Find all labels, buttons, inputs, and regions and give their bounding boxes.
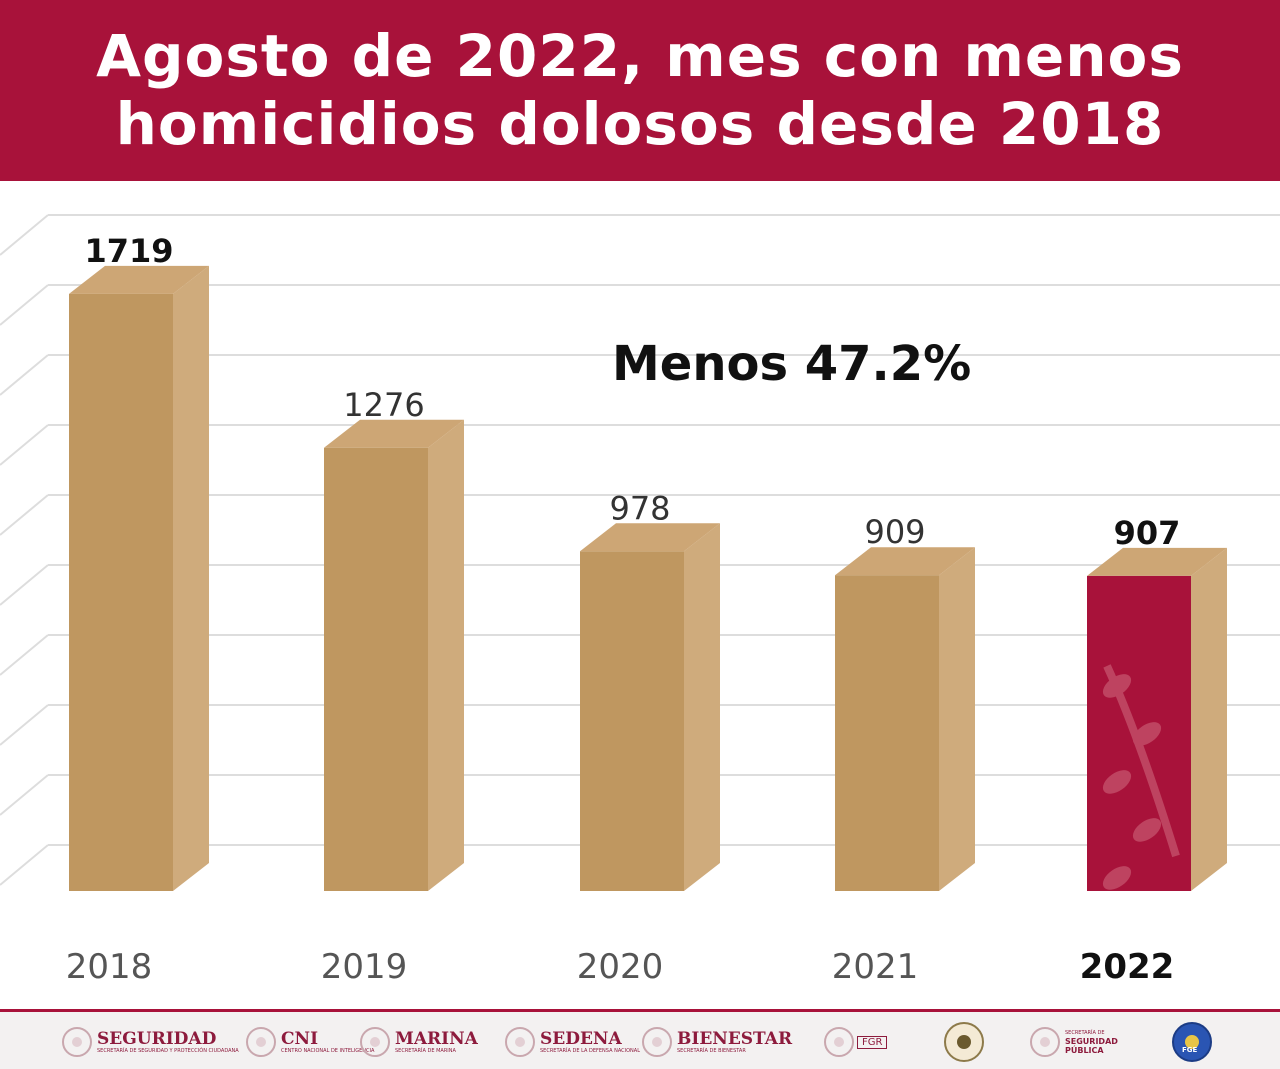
bar-top-2020 [580,523,720,552]
bar-2021 [835,575,939,891]
logo-fge-name: FGE [1182,1045,1198,1054]
leaf-icon [1102,866,1132,890]
bar-top-2022 [1087,547,1227,576]
logo-marina-name: MARINA [395,1028,478,1049]
logo-sedena-sub: SECRETARÍA DE LA DEFENSA NACIONAL [540,1047,640,1054]
seal-icon [1030,1027,1060,1057]
value-label-2019: 1276 [343,386,424,424]
seal-icon [642,1027,672,1057]
value-label-2022: 907 [1114,514,1181,552]
logo-fgr: FGR [824,1022,888,1062]
bar-2022 [1087,575,1191,891]
logo-seguridad-name: SEGURIDAD [97,1028,217,1049]
bar-side-2018 [173,265,209,892]
bar-side-2019 [428,419,464,891]
seal-icon [62,1027,92,1057]
value-label-2018: 1719 [84,232,173,270]
header-banner: Agosto de 2022, mes con menos homicidios… [0,0,1280,181]
leaf-motif-icon [1102,664,1180,890]
bar-side-2020 [684,523,720,891]
logo-seguridad: SEGURIDAD SECRETARÍA DE SEGURIDAD Y PROTE… [62,1022,239,1062]
logo-marina: MARINA SECRETARÍA DE MARINA [360,1022,478,1062]
gridline-wall [0,704,49,746]
gridline-wall [0,564,49,606]
eagle-seal-icon [944,1022,984,1062]
logo-seguridad-sub: SECRETARÍA DE SEGURIDAD Y PROTECCIÓN CIU… [97,1047,239,1054]
title-line-2: homicidios dolosos desde 2018 [115,90,1165,158]
category-label-2020: 2020 [577,947,664,987]
category-label-2022: 2022 [1080,947,1175,987]
logo-sedena-name: SEDENA [540,1028,622,1049]
reduction-annotation: Menos 47.2% [612,336,972,392]
logo-sedena: SEDENA SECRETARÍA DE LA DEFENSA NACIONAL [505,1022,640,1062]
gridline-wall [0,214,49,256]
logo-eagle-seal [944,1022,984,1062]
leaf-icon [1132,722,1162,746]
fge-shield-icon [1172,1022,1212,1062]
chart-labels: 1719 2018 1276 2019 978 2020 909 2021 907 2022 [66,232,1181,987]
chart-bars [69,265,1227,892]
gridline-wall [0,354,49,396]
seal-icon [505,1027,535,1057]
gridline-wall [0,844,49,886]
value-label-2021: 909 [864,513,925,551]
logo-cni-name: CNI [281,1028,319,1049]
value-label-2020: 978 [609,489,670,527]
category-label-2019: 2019 [321,947,408,987]
logo-cni: CNI CENTRO NACIONAL DE INTELIGENCIA [246,1022,374,1062]
logo-fgr-name: FGR [857,1035,888,1049]
logo-cni-sub: CENTRO NACIONAL DE INTELIGENCIA [281,1047,375,1054]
logo-bienestar: BIENESTAR SECRETARÍA DE BIENESTAR [642,1022,792,1062]
bar-chart: 1719 2018 1276 2019 978 2020 909 2021 907 2022 [0,214,1280,987]
gridline-wall [0,494,49,536]
leaf-icon [1102,770,1132,794]
title-line-1: Agosto de 2022, mes con menos [96,22,1184,90]
bar-top-2021 [835,547,975,576]
logo-ssp: SECRETARÍA DE SEGURIDAD PÚBLICA [1030,1022,1118,1062]
logo-ssp-line2: SEGURIDAD [1065,1036,1118,1046]
logo-bienestar-sub: SECRETARÍA DE BIENESTAR [677,1047,746,1054]
bar-top-2019 [324,419,464,448]
logo-ssp-line1: SECRETARÍA DE [1065,1029,1105,1036]
bar-top-2018 [69,265,209,294]
logo-marina-sub: SECRETARÍA DE MARINA [395,1047,456,1054]
category-label-2018: 2018 [66,947,153,987]
seal-icon [824,1027,854,1057]
logo-bienestar-name: BIENESTAR [677,1028,793,1049]
seal-icon [360,1027,390,1057]
bar-side-2022 [1191,547,1227,891]
bar-2019 [324,447,428,891]
chart-title: Agosto de 2022, mes con menos homicidios… [0,22,1280,158]
logo-ssp-line3: PÚBLICA [1065,1045,1104,1055]
gridline-wall [0,424,49,466]
branch-icon [1103,664,1180,858]
bar-side-2021 [939,547,975,891]
leaf-icon [1102,674,1132,698]
gridline-wall [0,774,49,816]
gridline-wall [0,634,49,676]
gridline-wall [0,284,49,326]
logo-fge: FGE [1172,1022,1212,1062]
category-label-2021: 2021 [832,947,919,987]
seal-icon [246,1027,276,1057]
bar-2018 [69,293,173,892]
institution-footer: SEGURIDAD SECRETARÍA DE SEGURIDAD Y PROTE… [0,1009,1280,1069]
bar-2020 [580,551,684,891]
leaf-icon [1132,818,1162,842]
